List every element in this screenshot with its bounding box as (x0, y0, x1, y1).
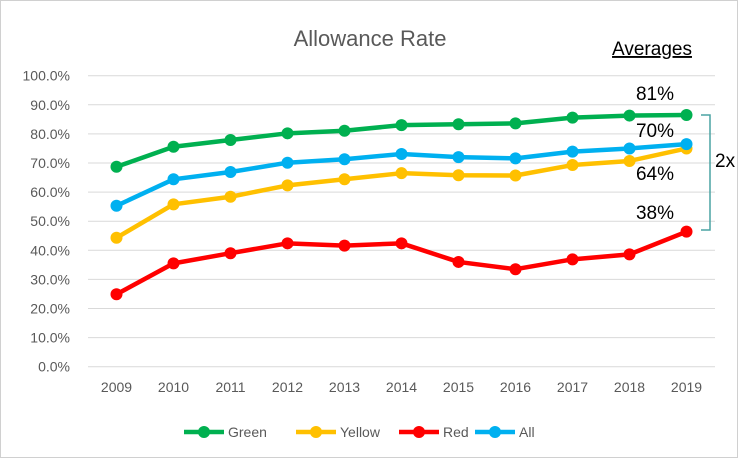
legend-marker (198, 426, 210, 438)
legend-item-green: Green (184, 424, 267, 440)
data-point (167, 173, 180, 186)
y-tick-label: 50.0% (30, 213, 70, 229)
data-point (509, 152, 522, 165)
data-point (110, 231, 123, 244)
legend-marker (310, 426, 322, 438)
data-point (167, 257, 180, 270)
data-point (224, 190, 237, 203)
data-point (509, 169, 522, 182)
legend-item-all: All (475, 424, 535, 440)
data-point (110, 288, 123, 301)
x-tick-label: 2010 (158, 379, 189, 395)
legend-marker (413, 426, 425, 438)
series-all (110, 138, 693, 212)
data-point (281, 156, 294, 169)
y-tick-label: 100.0% (23, 68, 70, 84)
y-tick-label: 80.0% (30, 126, 70, 142)
x-tick-label: 2012 (272, 379, 303, 395)
data-point (566, 111, 579, 124)
y-tick-label: 40.0% (30, 242, 70, 258)
series-yellow (110, 142, 693, 244)
data-point (281, 237, 294, 250)
bracket-label: 2x (715, 151, 736, 172)
y-tick-label: 0.0% (38, 359, 70, 375)
data-point (452, 118, 465, 131)
average-green: 81% (636, 84, 674, 105)
data-point (623, 109, 636, 122)
legend-item-red: Red (399, 424, 469, 440)
data-point (680, 138, 693, 151)
y-tick-label: 70.0% (30, 155, 70, 171)
series-green (110, 108, 693, 173)
chart-title: Allowance Rate (294, 26, 447, 51)
data-point (338, 173, 351, 186)
x-tick-label: 2011 (215, 379, 245, 395)
data-point (509, 263, 522, 276)
average-yellow: 64% (636, 164, 674, 185)
y-tick-label: 20.0% (30, 301, 70, 317)
data-point (224, 134, 237, 147)
legend-label: Yellow (340, 424, 381, 440)
x-tick-label: 2013 (329, 379, 360, 395)
x-tick-label: 2014 (386, 379, 417, 395)
data-point (110, 199, 123, 212)
x-tick-label: 2019 (671, 379, 702, 395)
average-all: 70% (636, 121, 674, 142)
data-point (680, 108, 693, 121)
legend-label: Red (443, 424, 469, 440)
y-tick-label: 30.0% (30, 271, 70, 287)
legend-item-yellow: Yellow (296, 424, 381, 440)
data-point (566, 253, 579, 266)
x-tick-label: 2015 (443, 379, 474, 395)
x-tick-label: 2018 (614, 379, 645, 395)
data-point (623, 248, 636, 261)
data-point (452, 151, 465, 164)
data-point (566, 145, 579, 158)
legend-label: All (519, 424, 535, 440)
data-point (395, 119, 408, 132)
data-point (224, 247, 237, 260)
data-point (395, 167, 408, 180)
data-point (167, 198, 180, 211)
series-line (115, 146, 687, 240)
data-point (566, 159, 579, 172)
y-tick-label: 60.0% (30, 184, 70, 200)
data-point (680, 225, 693, 238)
x-tick-label: 2017 (557, 379, 588, 395)
legend-label: Green (228, 424, 267, 440)
data-point (623, 142, 636, 155)
data-point (338, 153, 351, 166)
legend-marker (489, 426, 501, 438)
data-point (281, 179, 294, 192)
data-point (452, 255, 465, 268)
x-tick-label: 2009 (101, 379, 132, 395)
averages-heading: Averages (612, 39, 692, 60)
data-point (110, 160, 123, 173)
data-point (395, 237, 408, 250)
data-point (623, 154, 636, 167)
data-point (509, 117, 522, 130)
chart-frame (0, 0, 738, 458)
series-red (110, 225, 693, 301)
data-point (281, 127, 294, 140)
data-point (452, 169, 465, 182)
data-point (224, 166, 237, 179)
y-tick-label: 10.0% (30, 330, 70, 346)
bracket (701, 114, 711, 231)
data-point (338, 124, 351, 137)
data-point (338, 239, 351, 252)
y-tick-label: 90.0% (30, 97, 70, 113)
x-tick-label: 2016 (500, 379, 531, 395)
average-red: 38% (636, 203, 674, 224)
data-point (167, 140, 180, 153)
data-point (395, 147, 408, 160)
